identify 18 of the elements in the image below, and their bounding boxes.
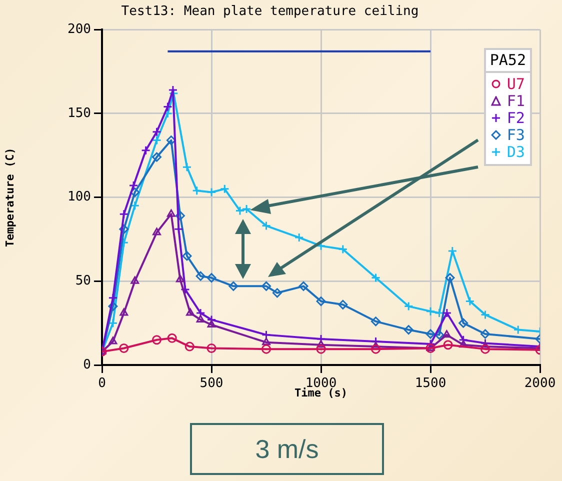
legend-label: F3	[506, 126, 525, 144]
legend-label: F1	[506, 92, 525, 110]
x-tick-label: 500	[200, 376, 224, 392]
x-tick-label: 2000	[524, 376, 556, 392]
chart-title: Test13: Mean plate temperature ceiling	[121, 4, 419, 20]
y-tick-label: 0	[83, 357, 91, 372]
y-tick-label: 150	[68, 106, 91, 121]
legend-label: F2	[506, 109, 525, 127]
legend-title: PA52	[486, 50, 530, 73]
text: 3 m/s	[190, 423, 384, 475]
y-tick-label: 100	[68, 190, 91, 205]
y-axis-title: Temperature (C)	[3, 148, 16, 247]
legend-label: D3	[506, 143, 525, 161]
legend-label: U7	[506, 75, 525, 93]
y-tick-label: 200	[68, 22, 91, 37]
y-tick-label: 50	[75, 274, 91, 289]
x-tick-label: 1500	[414, 376, 446, 392]
x-tick-label: 0	[98, 376, 106, 392]
